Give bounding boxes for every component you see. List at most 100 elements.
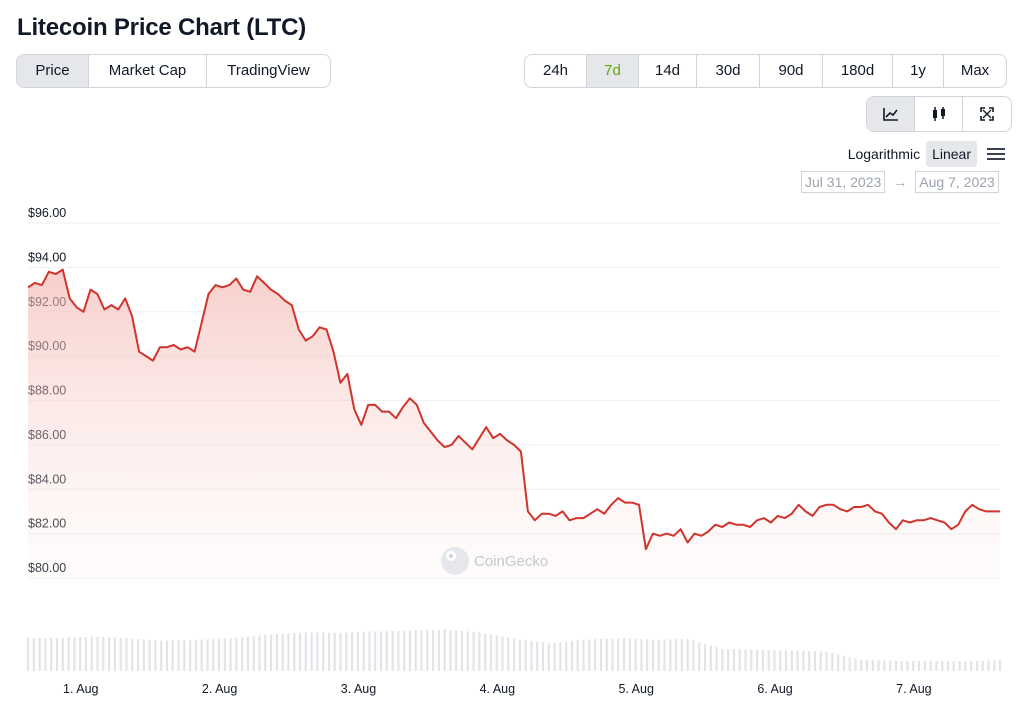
price-area-fill (28, 269, 1000, 583)
date-from-input[interactable]: Jul 31, 2023 (801, 171, 886, 193)
volume-bar (136, 639, 140, 671)
volume-bar (981, 660, 984, 671)
volume-bar (796, 650, 799, 671)
volume-bar (999, 660, 1002, 671)
volume-bar (478, 632, 481, 671)
volume-bar (958, 661, 961, 671)
range-24h-button[interactable]: 24h (525, 55, 587, 87)
volume-bar (779, 650, 782, 671)
line-chart-button[interactable] (867, 97, 915, 131)
tab-market-cap[interactable]: Market Cap (89, 55, 207, 87)
volume-bar (848, 657, 851, 671)
volume-bar (27, 637, 30, 671)
volume-bar (90, 636, 93, 671)
volume-bar (605, 638, 608, 671)
hamburger-menu-icon[interactable] (987, 147, 1005, 161)
volume-bar (611, 638, 614, 671)
range-max-button[interactable]: Max (960, 62, 990, 79)
volume-bar (472, 631, 475, 671)
volume-bar (345, 632, 348, 671)
volume-bar (518, 639, 521, 671)
range-30d-button[interactable]: 30d (697, 55, 760, 87)
volume-bar (507, 637, 510, 671)
volume-bar (622, 638, 626, 671)
volume-bar (466, 631, 469, 671)
range-1y-button[interactable]: 1y (893, 55, 944, 87)
volume-bar (669, 639, 672, 671)
volume-bar (327, 632, 331, 671)
volume-bar (119, 638, 122, 671)
volume-bar (310, 632, 313, 671)
x-tick-label: 5. Aug (618, 682, 653, 696)
volume-bar (651, 639, 655, 671)
volume-bar (437, 629, 440, 671)
volume-bar (865, 660, 869, 671)
volume-bar (142, 639, 145, 671)
range-14d-button[interactable]: 14d (639, 55, 697, 87)
volume-bar (646, 639, 649, 671)
volume-bar (102, 636, 105, 671)
linear-option[interactable]: Linear (926, 141, 977, 167)
candlestick-button[interactable] (915, 97, 963, 131)
volume-bar (171, 640, 174, 671)
date-to-input[interactable]: Aug 7, 2023 (915, 171, 999, 193)
volume-bar (727, 649, 730, 671)
volume-bar (970, 661, 973, 671)
volume-bar (524, 640, 527, 671)
volume-bar (160, 640, 163, 671)
volume-bar (703, 643, 707, 671)
volume-bar (912, 660, 915, 671)
volume-bar (206, 639, 209, 671)
volume-bar (894, 660, 898, 671)
volume-bar (73, 637, 76, 671)
volume-bar (617, 637, 620, 671)
x-tick-label: 6. Aug (757, 682, 792, 696)
candlestick-icon (932, 107, 945, 122)
volume-bar (495, 635, 498, 671)
volume-bar (877, 660, 880, 671)
volume-bar (246, 636, 250, 671)
volume-bar (443, 629, 446, 671)
volume-bar (489, 634, 493, 671)
volume-bar (709, 645, 712, 671)
range-180d-button[interactable]: 180d (823, 55, 893, 87)
volume-bar (738, 649, 741, 671)
volume-bar (576, 640, 579, 671)
volume-bar (223, 638, 226, 671)
volume-bar (304, 632, 307, 671)
volume-bar (698, 642, 701, 671)
y-tick-label: $94.00 (28, 250, 66, 264)
volume-bar (750, 649, 753, 671)
volume-bar (339, 632, 342, 671)
volume-bar (918, 660, 921, 671)
tab-tradingview[interactable]: TradingView (227, 62, 310, 79)
watermark-text: CoinGecko (474, 553, 548, 570)
volume-bar (975, 660, 979, 671)
volume-bar (414, 630, 417, 671)
volume-bar (640, 639, 643, 671)
volume-bar (258, 635, 261, 671)
volume-bar (813, 651, 817, 671)
x-tick-label: 2. Aug (202, 682, 237, 696)
volume-bar (217, 638, 221, 671)
range-90d-button[interactable]: 90d (760, 55, 823, 87)
tab-price[interactable]: Price (17, 55, 89, 87)
price-series-line (27, 268, 1000, 551)
volume-bar (582, 639, 585, 671)
fullscreen-button[interactable] (963, 97, 1011, 131)
price-chart[interactable]: $96.00$94.00$92.00$90.00$88.00$86.00$84.… (0, 205, 1024, 705)
volume-bar (675, 639, 678, 671)
volume-bar (889, 660, 892, 671)
volume-bar (987, 660, 990, 671)
range-7d-button[interactable]: 7d (587, 55, 639, 87)
logarithmic-option[interactable]: Logarithmic (847, 146, 921, 162)
x-axis-labels: 1. Aug 2. Aug 3. Aug 4. Aug 5. Aug 6. Aug 7. A… (63, 682, 932, 696)
volume-bar (501, 636, 504, 671)
volume-bar (391, 631, 394, 671)
volume-bar (189, 640, 192, 671)
time-range-selector: 24h 7d 14d 30d 90d 180d 1y Max (524, 54, 1007, 88)
volume-bar (55, 637, 59, 671)
volume-bar (842, 655, 845, 671)
volume-bar (952, 661, 955, 671)
volume-bar (628, 638, 631, 671)
